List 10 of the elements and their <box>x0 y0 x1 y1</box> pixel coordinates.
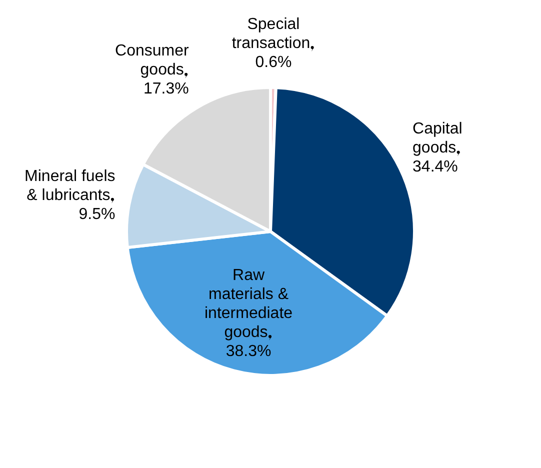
data-label: 0.6% <box>255 54 292 71</box>
slice-label: Mineral fuels & lubricants <box>24 168 116 204</box>
slice-label: Capital goods <box>412 120 462 157</box>
data-label: 38.3% <box>226 342 272 360</box>
data-label: 9.5% <box>78 206 116 223</box>
data-label: 17.3% <box>143 80 189 98</box>
data-label: 34.4% <box>412 158 458 176</box>
slice-label: Consumer goods <box>115 42 190 79</box>
slice-label: Raw materials & intermediate goods <box>204 266 293 341</box>
slice-label: Special transaction <box>232 16 310 52</box>
